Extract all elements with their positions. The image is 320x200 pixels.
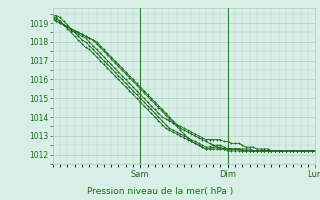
Text: Pression niveau de la mer( hPa ): Pression niveau de la mer( hPa ) — [87, 187, 233, 196]
